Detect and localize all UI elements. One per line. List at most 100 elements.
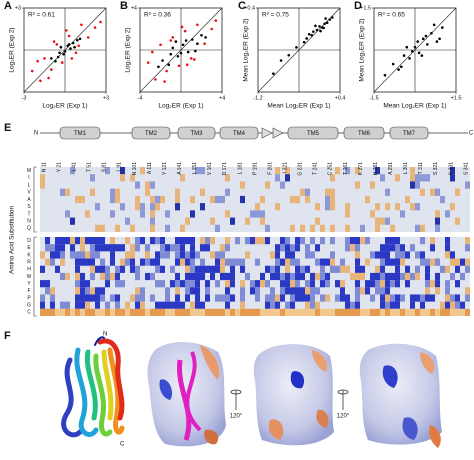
point: [39, 79, 42, 83]
heatmap-texture: [385, 280, 390, 288]
position-label: L 301: [403, 162, 409, 175]
heatmap-texture: [70, 308, 75, 316]
heatmap-texture: [465, 237, 470, 245]
heatmap-texture: [90, 258, 95, 266]
point: [200, 34, 203, 37]
heatmap-texture: [310, 287, 315, 295]
heatmap-texture: [160, 301, 165, 309]
heatmap-texture: [460, 301, 465, 309]
heatmap-texture: [90, 188, 95, 196]
heatmap-texture: [305, 244, 310, 252]
heatmap-texture: [75, 308, 80, 316]
heatmap-texture: [330, 174, 335, 182]
heatmap-texture: [180, 280, 185, 288]
heatmap-texture: [230, 258, 235, 266]
heatmap-texture: [280, 280, 285, 288]
heatmap-texture: [125, 308, 130, 316]
heatmap-texture: [390, 272, 395, 281]
heatmap-texture: [270, 294, 275, 302]
heatmap-texture: [60, 244, 65, 252]
point: [174, 40, 178, 43]
heatmap-texture: [300, 188, 305, 196]
heatmap-texture: [380, 217, 385, 225]
heatmap-texture: [60, 251, 65, 259]
heatmap-texture: [110, 272, 115, 281]
heatmap-texture: [385, 244, 390, 252]
heatmap-texture: [110, 244, 115, 252]
heatmap-texture: [400, 210, 405, 218]
heatmap-texture: [200, 167, 205, 175]
heatmap-texture: [105, 301, 110, 309]
heatmap-texture: [430, 188, 435, 196]
heatmap-texture: [295, 195, 300, 204]
heatmap-texture: [425, 174, 430, 182]
n-term: N: [34, 131, 38, 137]
heatmap-texture: [280, 244, 285, 252]
heatmap-texture: [180, 251, 185, 259]
heatmap-texture: [145, 244, 150, 252]
heatmap-texture: [395, 308, 400, 316]
heatmap-texture: [265, 280, 270, 288]
point: [151, 50, 154, 54]
point: [400, 65, 403, 69]
point: [180, 25, 184, 29]
heatmap-texture: [170, 265, 175, 273]
heatmap-texture: [380, 280, 385, 288]
heatmap-texture: [50, 244, 55, 252]
heatmap-texture: [395, 258, 400, 266]
heatmap-texture: [150, 203, 155, 211]
heatmap-texture: [125, 301, 130, 309]
position-label: V 161: [207, 162, 213, 175]
heatmap-texture: [315, 258, 320, 266]
heatmap-texture: [80, 301, 85, 309]
heatmap-texture: [100, 272, 105, 281]
point: [279, 59, 283, 62]
heatmap-texture: [255, 294, 260, 302]
heatmap-texture: [275, 174, 280, 182]
heatmap-texture: [175, 258, 180, 266]
ribbon-structure: [61, 336, 125, 438]
heatmap-texture: [380, 251, 385, 259]
heatmap-texture: [235, 258, 240, 266]
heatmap-texture: [450, 272, 455, 281]
point: [319, 29, 322, 33]
heatmap-texture: [275, 294, 280, 302]
heatmap-texture: [290, 224, 295, 232]
heatmap-texture: [370, 294, 375, 302]
position-label: T 261: [343, 162, 349, 175]
heatmap-texture: [395, 301, 400, 309]
heatmap-texture: [380, 308, 385, 316]
heatmap-texture: [150, 308, 155, 316]
heatmap-texture: [215, 265, 220, 273]
heatmap-texture: [335, 308, 340, 316]
panel-label: A: [4, 0, 12, 12]
point: [67, 43, 71, 46]
heatmap-texture: [365, 237, 370, 245]
position-label: I 221: [282, 162, 288, 173]
point: [186, 50, 190, 54]
point: [161, 59, 164, 62]
heatmap-texture: [230, 265, 235, 273]
heatmap-texture: [175, 188, 180, 196]
heatmap-texture: [435, 224, 440, 232]
heatmap-texture: [155, 195, 160, 204]
heatmap-texture: [450, 301, 455, 309]
heatmap-texture: [305, 251, 310, 259]
annotation-bg: [26, 10, 62, 20]
heatmap-texture: [365, 280, 370, 288]
point: [50, 68, 53, 71]
heatmap-texture: [390, 244, 395, 252]
heatmap-texture: [210, 272, 215, 281]
heatmap-texture: [410, 181, 415, 189]
heatmap-texture: [180, 237, 185, 245]
heatmap-texture: [170, 280, 175, 288]
heatmap-texture: [225, 272, 230, 281]
heatmap-texture: [370, 280, 375, 288]
heatmap-texture: [285, 265, 290, 273]
y-axis-label: Mean Log₂ER (Exp 2): [359, 18, 366, 81]
heatmap-texture: [425, 287, 430, 295]
heatmap-texture: [460, 258, 465, 266]
heatmap-texture: [115, 294, 120, 302]
heatmap-texture: [415, 203, 420, 211]
heatmap-texture: [295, 294, 300, 302]
